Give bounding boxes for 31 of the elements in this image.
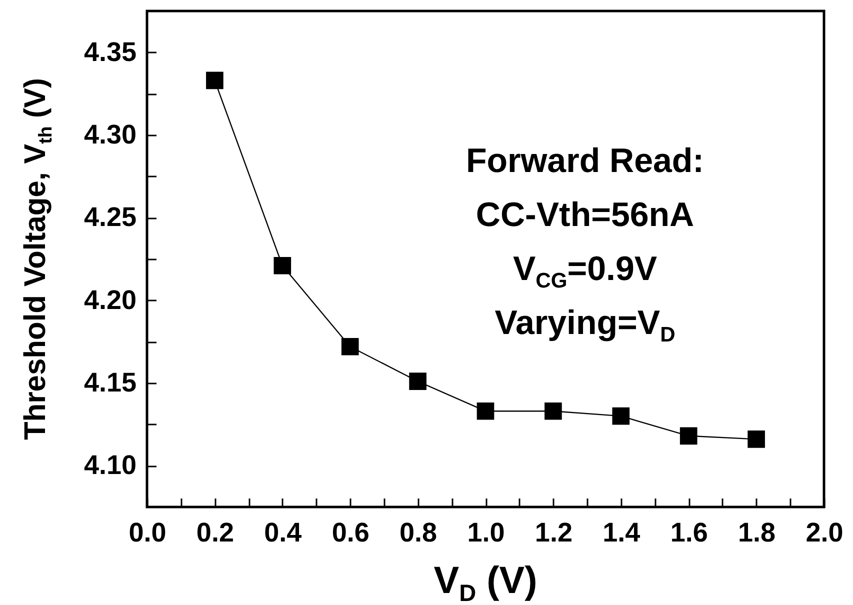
x-tick-label: 0.2 xyxy=(196,518,234,548)
x-tick-label: 0.0 xyxy=(128,518,166,548)
y-tick-label: 4.20 xyxy=(84,284,136,315)
point xyxy=(544,402,562,420)
point xyxy=(206,72,224,90)
annotation: Forward Read: xyxy=(464,142,706,182)
x-tick-label: 1.6 xyxy=(670,518,708,548)
point xyxy=(748,430,765,448)
point xyxy=(476,402,494,420)
y-tick-label: 4.15 xyxy=(84,368,136,398)
point xyxy=(274,256,292,274)
y-tick-label: 4.10 xyxy=(84,450,136,480)
y-tick-label: 4.30 xyxy=(84,120,136,150)
x-tick-label: 1.8 xyxy=(738,518,776,548)
x-tick-label: 0.8 xyxy=(400,518,438,548)
x-tick-label: 2.0 xyxy=(806,518,844,548)
x-tick-label: 1.4 xyxy=(602,518,640,548)
y-tick-label: 4.35 xyxy=(84,36,136,67)
annotation: Varying=V$_{D}$ xyxy=(494,304,676,348)
x-tick-label: 1.0 xyxy=(467,518,505,548)
annotation: V$_{CG}$=0.9V xyxy=(512,250,658,294)
y-tick-label: 4.25 xyxy=(84,202,136,232)
x-axis-title: V$_{D}$ (V) xyxy=(432,560,538,605)
point xyxy=(409,372,426,390)
point xyxy=(612,407,630,425)
x-tick-label: 0.4 xyxy=(264,518,302,548)
x-tick-label: 1.2 xyxy=(534,518,572,548)
point xyxy=(341,338,359,356)
annotation: CC-Vth=56nA xyxy=(474,196,696,236)
point xyxy=(680,427,698,445)
x-tick-label: 0.6 xyxy=(332,518,370,548)
